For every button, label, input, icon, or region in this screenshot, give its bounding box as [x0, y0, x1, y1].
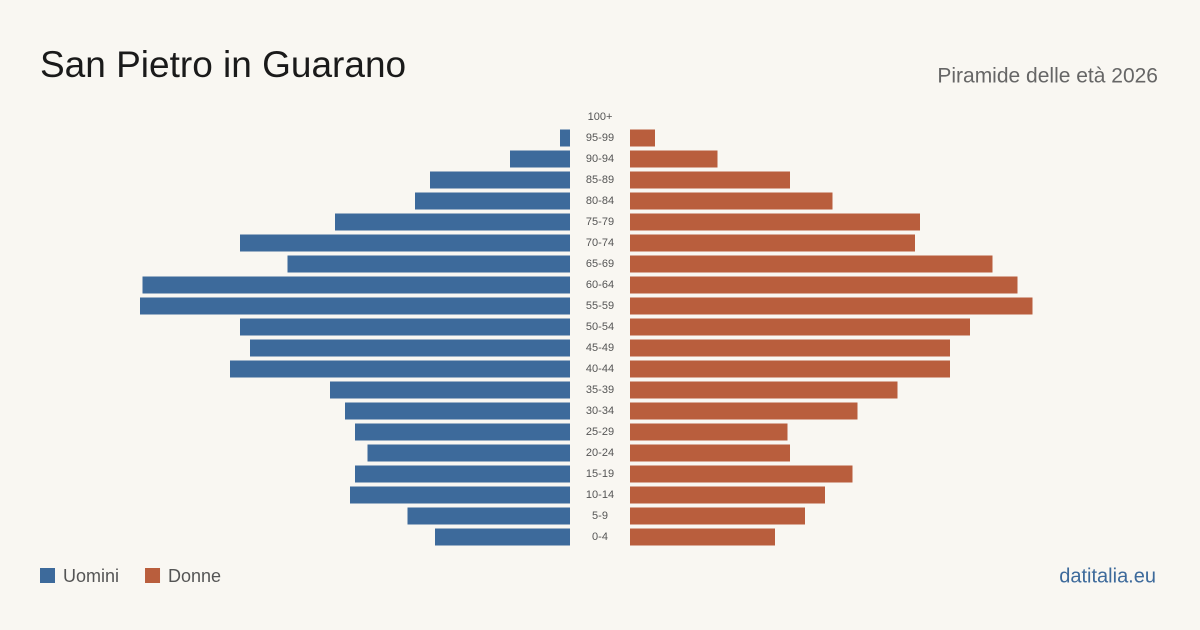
bar [345, 402, 570, 420]
category-label: 80-84 [586, 195, 614, 207]
bar [430, 171, 570, 189]
category-label: 60-64 [586, 279, 614, 291]
category-label: 10-14 [586, 489, 614, 501]
bar [330, 381, 570, 399]
bar [630, 465, 853, 483]
bar [630, 276, 1018, 294]
bar [630, 255, 993, 273]
category-label: 20-24 [586, 447, 614, 459]
category-label: 95-99 [586, 132, 614, 144]
category-label: 30-34 [586, 405, 614, 417]
bar [140, 297, 570, 315]
bar [560, 129, 570, 147]
bar [435, 528, 570, 546]
bar [630, 360, 950, 378]
bar [367, 444, 570, 462]
legend-swatch [145, 568, 161, 583]
bar [630, 339, 950, 357]
bar [510, 150, 570, 168]
bar [350, 486, 570, 504]
category-label: 65-69 [586, 258, 614, 270]
category-label: 45-49 [586, 342, 614, 354]
chart-subtitle: Piramide delle età 2026 [937, 65, 1158, 88]
category-label: 40-44 [586, 363, 614, 375]
category-label: 55-59 [586, 300, 614, 312]
bar [630, 234, 915, 252]
bar [355, 423, 570, 441]
legend-label: Donne [168, 566, 221, 586]
bar [287, 255, 570, 273]
chart-title: San Pietro in Guarano [40, 44, 406, 85]
bar [630, 507, 805, 525]
bar [630, 318, 970, 336]
bar [407, 507, 570, 525]
category-label: 25-29 [586, 426, 614, 438]
source: datitalia.eu [1059, 565, 1156, 587]
bar [630, 423, 788, 441]
legend-label: Uomini [63, 566, 119, 586]
bar [630, 192, 833, 210]
bar [335, 213, 570, 231]
category-label: 100+ [588, 111, 613, 123]
category-label: 50-54 [586, 321, 614, 333]
category-label: 0-4 [592, 531, 608, 543]
bar [630, 444, 790, 462]
bar [230, 360, 570, 378]
category-label: 15-19 [586, 468, 614, 480]
bar [240, 234, 570, 252]
category-label: 5-9 [592, 510, 608, 522]
bar [630, 150, 718, 168]
bar [630, 381, 898, 399]
category-label: 35-39 [586, 384, 614, 396]
bar [142, 276, 570, 294]
bar [355, 465, 570, 483]
category-label: 70-74 [586, 237, 614, 249]
bar [630, 213, 920, 231]
bar [630, 402, 858, 420]
bar [630, 129, 655, 147]
bar [630, 171, 790, 189]
bar [240, 318, 570, 336]
bar [250, 339, 570, 357]
legend-swatch [40, 568, 55, 583]
bar [415, 192, 570, 210]
category-label: 85-89 [586, 174, 614, 186]
category-label: 90-94 [586, 153, 614, 165]
bar [630, 528, 775, 546]
bar [630, 297, 1033, 315]
bar [630, 486, 825, 504]
category-label: 75-79 [586, 216, 614, 228]
